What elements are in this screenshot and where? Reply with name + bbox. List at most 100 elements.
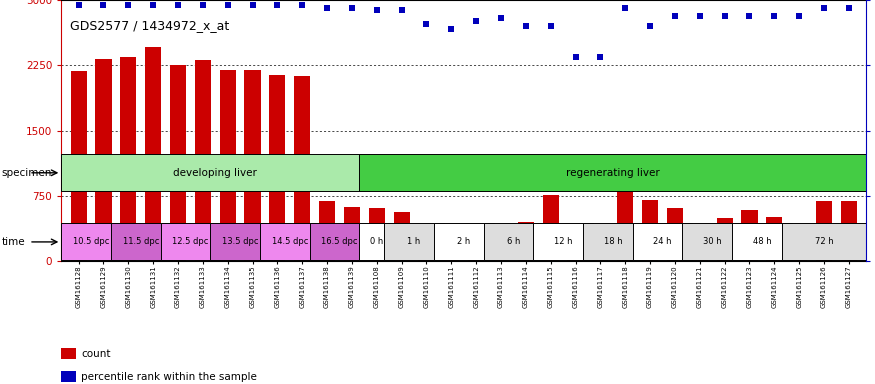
Point <box>419 20 433 26</box>
Bar <box>741 210 758 261</box>
Bar <box>260 223 319 260</box>
Point <box>444 26 458 32</box>
Text: specimen: specimen <box>2 168 52 178</box>
Bar <box>642 200 658 261</box>
Point <box>668 13 682 19</box>
Text: time: time <box>2 237 25 247</box>
Text: 6 h: 6 h <box>507 237 520 247</box>
Bar <box>633 223 692 260</box>
Text: 13.5 dpc: 13.5 dpc <box>222 237 258 247</box>
Point <box>693 13 707 19</box>
Text: 1 h: 1 h <box>408 237 421 247</box>
Bar <box>61 348 76 359</box>
Point <box>395 7 409 13</box>
Text: count: count <box>81 349 111 359</box>
Point <box>196 2 210 8</box>
Bar <box>717 218 732 261</box>
Bar <box>310 223 369 260</box>
Bar <box>120 56 136 261</box>
Point <box>767 13 781 19</box>
Point <box>718 13 732 19</box>
Bar <box>170 65 186 261</box>
Point <box>146 2 160 8</box>
Bar <box>434 223 493 260</box>
Text: 0 h: 0 h <box>370 237 383 247</box>
Point <box>320 5 334 11</box>
Bar <box>444 236 459 261</box>
Point <box>792 13 806 19</box>
Text: 11.5 dpc: 11.5 dpc <box>123 237 159 247</box>
Bar <box>244 70 261 261</box>
Point <box>171 2 185 8</box>
Bar <box>568 235 584 261</box>
Bar <box>682 223 742 260</box>
Bar <box>344 207 360 261</box>
Bar <box>493 250 509 261</box>
Point <box>295 2 309 8</box>
Point <box>370 7 384 13</box>
Bar <box>368 208 385 261</box>
Text: 2 h: 2 h <box>457 237 471 247</box>
Bar <box>71 71 87 261</box>
Point <box>345 5 359 11</box>
Bar <box>791 235 808 261</box>
Bar <box>111 223 171 260</box>
Text: percentile rank within the sample: percentile rank within the sample <box>81 372 257 382</box>
Bar <box>841 201 857 261</box>
Bar <box>95 59 112 261</box>
Text: GDS2577 / 1434972_x_at: GDS2577 / 1434972_x_at <box>70 19 229 32</box>
Point <box>842 5 856 11</box>
Bar <box>220 70 235 261</box>
Bar <box>270 75 285 261</box>
Bar <box>161 223 220 260</box>
Point <box>569 55 583 61</box>
Bar <box>384 223 444 260</box>
Point <box>593 55 607 61</box>
Bar <box>360 154 866 191</box>
Text: 48 h: 48 h <box>752 237 771 247</box>
Point <box>543 23 557 29</box>
Point <box>122 2 136 8</box>
Bar <box>394 212 410 261</box>
Bar <box>145 47 161 261</box>
Text: developing liver: developing liver <box>173 168 257 178</box>
Bar <box>542 195 559 261</box>
Bar <box>61 371 76 382</box>
Bar <box>195 60 211 261</box>
Bar <box>484 223 543 260</box>
Text: 10.5 dpc: 10.5 dpc <box>73 237 109 247</box>
Bar <box>732 223 792 260</box>
Bar <box>816 201 832 261</box>
Bar <box>294 76 311 261</box>
Bar <box>468 238 484 261</box>
Text: 12.5 dpc: 12.5 dpc <box>172 237 208 247</box>
Bar <box>61 154 369 191</box>
Bar <box>534 223 593 260</box>
Text: 24 h: 24 h <box>654 237 672 247</box>
Text: regenerating liver: regenerating liver <box>566 168 660 178</box>
Point <box>643 23 657 29</box>
Point <box>246 2 260 8</box>
Bar <box>766 217 782 261</box>
Bar <box>667 208 683 261</box>
Bar <box>781 223 866 260</box>
Bar <box>360 223 394 260</box>
Text: 16.5 dpc: 16.5 dpc <box>321 237 358 247</box>
Bar <box>518 222 534 261</box>
Text: 18 h: 18 h <box>604 237 622 247</box>
Bar <box>418 238 435 261</box>
Bar <box>61 223 121 260</box>
Point <box>96 2 110 8</box>
Point <box>270 2 284 8</box>
Text: 14.5 dpc: 14.5 dpc <box>271 237 308 247</box>
Bar <box>592 232 608 261</box>
Bar <box>319 201 335 261</box>
Text: 12 h: 12 h <box>554 237 572 247</box>
Point <box>619 5 633 11</box>
Bar <box>210 223 270 260</box>
Text: 72 h: 72 h <box>815 237 833 247</box>
Point <box>72 2 86 8</box>
Point <box>743 13 757 19</box>
Text: 30 h: 30 h <box>703 237 722 247</box>
Bar <box>617 190 634 261</box>
